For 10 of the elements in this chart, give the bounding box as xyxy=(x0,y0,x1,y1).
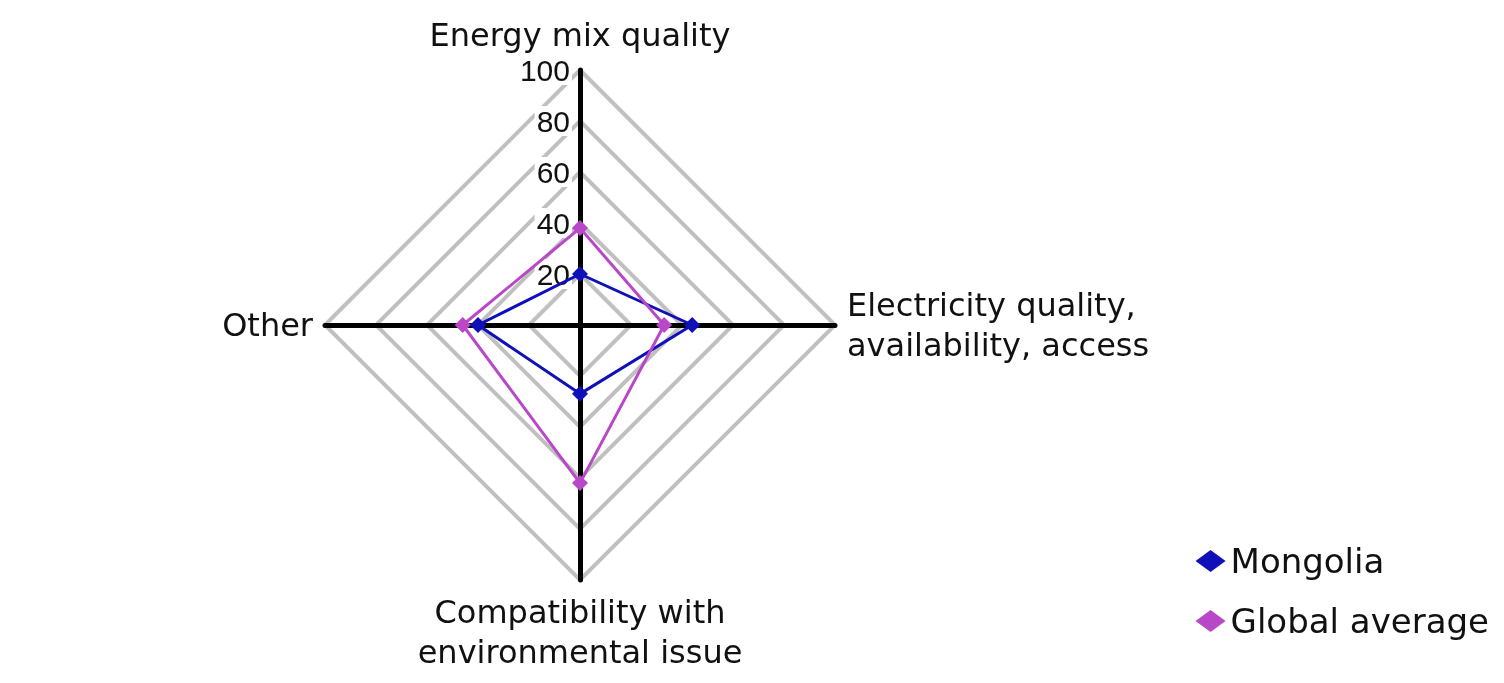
y-tick-label: 100 xyxy=(519,53,570,87)
spoke-label: Electricity quality, availability, access xyxy=(847,286,1150,364)
spoke-label: Compatibility with environmental issue xyxy=(417,593,743,671)
spoke-label: Energy mix quality xyxy=(429,16,731,55)
y-tick-label: 80 xyxy=(536,104,570,138)
legend-label: Mongolia xyxy=(1230,541,1385,581)
legend-label: Global average xyxy=(1230,601,1489,641)
y-tick-label: 40 xyxy=(536,206,570,240)
y-tick-label: 60 xyxy=(536,155,570,189)
spoke-label: Other xyxy=(222,306,314,344)
